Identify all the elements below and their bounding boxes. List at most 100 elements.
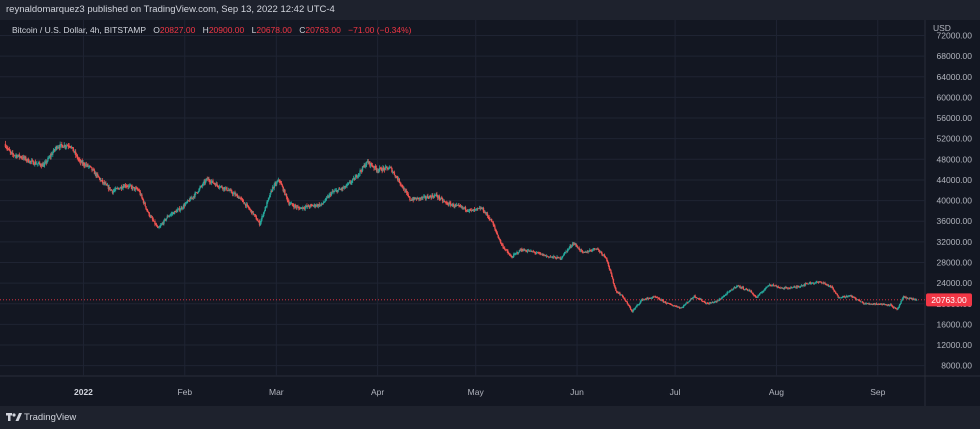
candle-body [495,228,497,231]
candle-body [388,167,391,169]
candle-body [503,247,505,249]
candle-body [112,191,114,193]
candle-body [178,208,181,211]
candle-body [601,252,603,255]
candle-body [130,185,132,187]
candle-body [787,287,789,289]
candle-body [89,165,92,167]
time-axis[interactable] [0,376,925,406]
candle-body [599,251,602,253]
candle-body [298,208,301,210]
candle-body [490,219,493,222]
candle-body [360,170,362,172]
candle-body [698,298,700,300]
candle-body [797,286,799,288]
candle-body [805,283,807,285]
candle-body [534,252,536,253]
candle-body [177,209,179,211]
candle-body [545,255,548,257]
candle-body [868,303,870,305]
price-axis[interactable] [925,20,980,406]
candle-body [38,162,40,164]
tradingview-brand[interactable]: TradingView [24,412,77,423]
candle-body [205,178,208,181]
candle-body [101,180,103,181]
candle-body [615,290,618,293]
candle-body [435,194,437,196]
candle-body [470,209,472,211]
candle-body [596,248,598,250]
candle-body [834,291,837,294]
candle-body [521,249,523,251]
candle-body [253,214,256,216]
candle-body [637,304,639,306]
candle-body [175,211,177,213]
candle-body [823,283,825,284]
candle-body [73,151,75,153]
candle-body [696,297,698,299]
candle-body [487,216,490,218]
candle-body [34,162,36,165]
candle-body [337,189,339,193]
candle-body [7,148,9,150]
candle-body [235,194,237,196]
candle-body [371,165,374,167]
candle-body [118,188,120,190]
candle-body [396,177,399,181]
candle-body [172,212,174,214]
tradingview-logo-icon[interactable] [6,411,22,423]
candle-body [437,196,440,198]
chart-area[interactable]: 72000.00 68000.00 64000.00 60000.00 56000.00… [0,20,980,406]
candle-body [593,248,596,250]
candle-body [142,199,145,204]
candle-body [505,249,508,251]
candle-body [336,190,338,193]
candle-body [43,162,46,165]
candle-body [53,149,56,151]
candle-body [547,256,549,258]
candle-body [579,249,581,251]
candle-body [638,304,640,305]
last-price-tag: 20763.00 [926,293,972,307]
candle-body [729,290,731,292]
candle-body [548,256,550,258]
candle-body [842,296,844,298]
candle-body [788,287,790,289]
candle-body [708,303,710,305]
candle-body [307,205,309,207]
candle-body [28,162,30,163]
candle-body [161,223,164,225]
candle-body [115,188,117,190]
candle-body [72,147,74,152]
candle-body [700,299,703,301]
candle-body [344,186,347,188]
candle-body [63,145,65,148]
candle-body [51,154,53,156]
candle-body [633,309,635,311]
candle-body [709,302,712,304]
candle-body [597,249,600,251]
candle-body [657,297,660,299]
candle-body [539,253,542,255]
candle-body [35,163,38,165]
candle-body [839,297,841,299]
candle-body [846,295,848,298]
candle-body [602,254,604,256]
candle-body [863,303,865,305]
candle-body [164,219,167,221]
candle-body [262,216,264,217]
candle-body [442,200,445,202]
candle-body [258,221,261,226]
candle-body [404,188,406,193]
candle-body [767,285,770,287]
candle-body [146,209,149,212]
candle-body [195,192,197,194]
candle-body [343,186,346,188]
candle-body [249,209,252,211]
candle-body [809,282,812,284]
candlestick-chart[interactable]: 72000.00 68000.00 64000.00 60000.00 56000.00… [0,20,980,406]
candle-body [7,148,10,150]
candle-body [650,298,652,299]
candle-body [807,283,809,285]
candle-body [249,208,251,210]
